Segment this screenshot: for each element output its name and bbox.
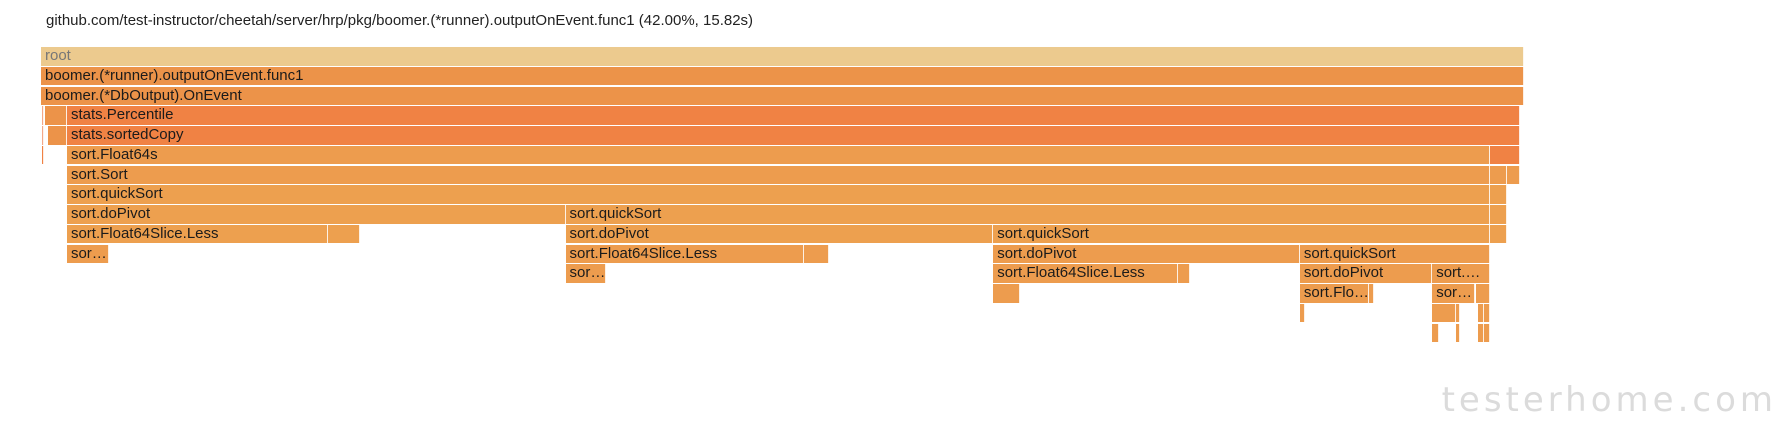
frame[interactable] [1477,303,1484,323]
frame[interactable] [1484,303,1491,323]
frame-sort-dopivot[interactable]: sort.doPivot [66,205,566,224]
frame[interactable] [1490,145,1521,165]
frame-sort-float64s[interactable]: sort.Float64s [66,145,1491,165]
frame-sort-quicksort[interactable]: sort.quickSort [66,185,1491,204]
frame[interactable] [1490,185,1508,204]
frame[interactable] [1299,303,1305,323]
frame[interactable] [993,284,1021,303]
frame-sor[interactable]: sor… [1432,284,1476,303]
frame-sort-float64slice-less[interactable]: sort.Float64Slice.Less [565,244,804,263]
frame-boomer-dboutput-onevent[interactable]: boomer.(*DbOutput).OnEvent [41,86,1524,105]
frame-sort-sort[interactable]: sort.Sort [66,165,1491,184]
frame[interactable] [45,106,67,125]
frame-sor[interactable]: sor… [66,244,109,263]
frame[interactable] [1456,323,1460,342]
frame-sort[interactable]: sort.… [1432,264,1491,283]
frame-boomer-runner-outputonevent-func1[interactable]: boomer.(*runner).outputOnEvent.func1 [41,66,1524,86]
frame[interactable] [1368,284,1374,303]
frame-sort-dopivot[interactable]: sort.doPivot [565,224,994,244]
frame[interactable] [1490,165,1508,184]
frame[interactable] [1507,165,1521,184]
frame-sort-flo[interactable]: sort.Flo… [1299,284,1369,303]
frame[interactable] [1432,303,1457,323]
frame[interactable] [42,145,44,165]
frame[interactable] [1456,303,1460,323]
frame[interactable] [47,126,67,145]
frame-sort-float64slice-less[interactable]: sort.Float64Slice.Less [993,264,1179,283]
frame[interactable] [42,126,44,145]
frame[interactable] [42,106,44,125]
frame[interactable] [1178,264,1191,283]
frame-sort-quicksort[interactable]: sort.quickSort [993,224,1491,244]
frame-sor[interactable]: sor… [565,264,607,283]
selected-frame-title: github.com/test-instructor/cheetah/serve… [46,12,754,29]
frame[interactable] [1475,284,1491,303]
frame-sort-dopivot[interactable]: sort.doPivot [1299,264,1433,283]
frame-sort-quicksort[interactable]: sort.quickSort [565,205,1491,224]
frame-root[interactable]: root [41,47,1524,66]
frame[interactable] [1432,323,1439,342]
frame[interactable] [1477,323,1484,342]
frame-sort-float64slice-less[interactable]: sort.Float64Slice.Less [66,224,328,244]
frame[interactable] [804,244,829,263]
frame[interactable] [327,224,360,244]
frame-sort-dopivot[interactable]: sort.doPivot [993,244,1300,263]
frame-sort-quicksort[interactable]: sort.quickSort [1299,244,1491,263]
frame[interactable] [1490,224,1508,244]
frame-stats-sortedcopy[interactable]: stats.sortedCopy [66,126,1521,145]
frame[interactable] [1484,323,1491,342]
watermark: testerhome.com [1441,380,1777,420]
frame[interactable] [1490,205,1508,224]
frame-stats-percentile[interactable]: stats.Percentile [66,106,1521,125]
